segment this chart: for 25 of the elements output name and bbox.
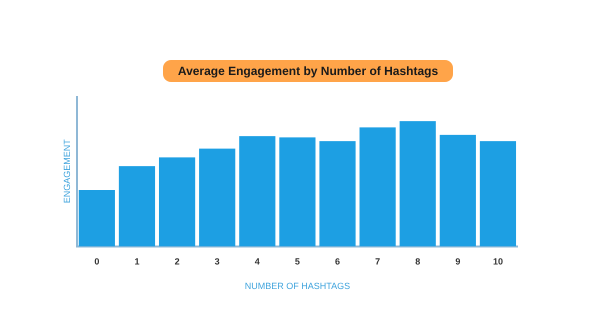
- x-tick-label: 2: [174, 256, 180, 266]
- bar: [158, 157, 196, 246]
- x-tick-label: 10: [492, 256, 503, 266]
- x-tick-label: 6: [335, 256, 340, 266]
- x-axis-title: NUMBER OF HASHTAGS: [244, 281, 350, 292]
- x-tick-label: 9: [455, 256, 460, 266]
- bar: [440, 134, 476, 246]
- y-axis-title: ENGAGEMENT: [62, 138, 72, 204]
- bar: [400, 121, 436, 246]
- chart-title: Average Engagement by Number of Hashtags: [163, 60, 453, 82]
- bar: [118, 166, 156, 246]
- x-tick-label: 5: [294, 256, 300, 266]
- x-tick-label: 4: [254, 256, 260, 266]
- bar: [78, 190, 115, 246]
- x-tick-label: 7: [375, 256, 380, 266]
- bar: [239, 136, 276, 246]
- x-tick-label: 3: [214, 256, 220, 266]
- bar: [360, 127, 396, 246]
- bar: [199, 148, 236, 246]
- x-tick-label: 8: [415, 256, 420, 266]
- bar: [279, 137, 316, 246]
- x-tick-label: 0: [94, 256, 100, 266]
- bar: [480, 141, 516, 246]
- x-tick-label: 1: [134, 256, 140, 266]
- bar: [319, 141, 356, 246]
